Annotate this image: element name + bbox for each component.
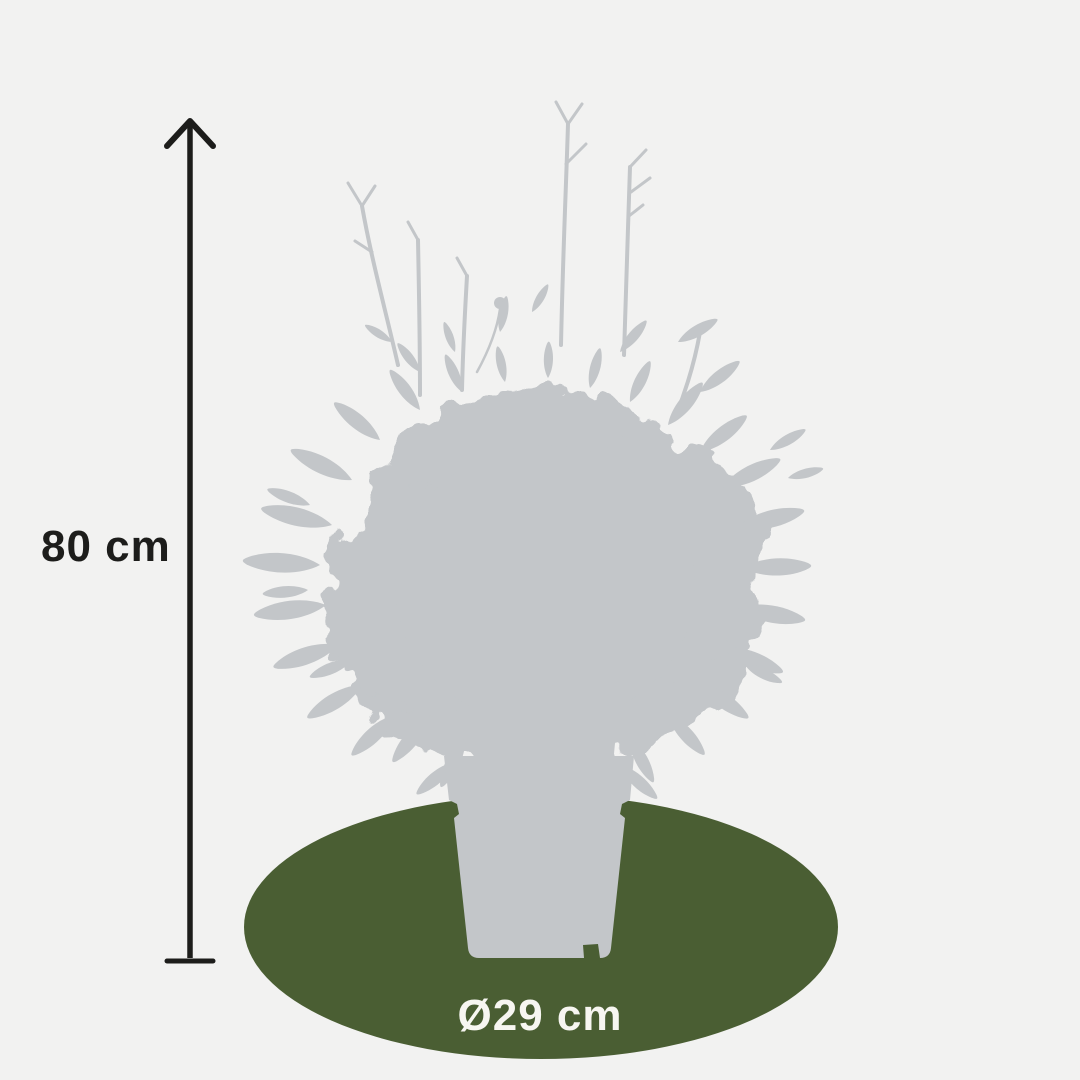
- leaf-silhouette: [252, 595, 328, 625]
- leaf-silhouette: [585, 347, 605, 390]
- diameter-label: Ø29 cm: [457, 991, 623, 1040]
- nursery-pot: [444, 756, 634, 958]
- leaf-silhouette: [493, 345, 510, 383]
- leaf-silhouette: [287, 442, 356, 488]
- height-label: 80 cm: [41, 522, 171, 571]
- leaf-silhouette: [262, 584, 309, 600]
- leaf-silhouette: [543, 341, 554, 379]
- bamboo-stalks: [346, 100, 702, 417]
- stalk: [360, 122, 702, 417]
- stalk-twigs: [346, 100, 652, 278]
- leaf-silhouette: [346, 709, 400, 761]
- foliage-to-pot: [470, 690, 620, 775]
- arrow-head-icon: [164, 118, 216, 149]
- leaf-silhouette: [440, 320, 459, 354]
- plant-silhouette: [242, 100, 825, 958]
- leaf-silhouette: [767, 425, 809, 455]
- leaf-silhouette: [695, 409, 752, 458]
- foliage-core: [395, 445, 695, 725]
- leaf-silhouette: [696, 356, 744, 398]
- leaf-silhouette: [786, 464, 825, 483]
- leaf-silhouette: [528, 282, 552, 315]
- height-measure-arrow: [164, 118, 216, 964]
- leaf-silhouette: [616, 317, 651, 356]
- leaf-silhouette: [624, 358, 656, 405]
- leaf-silhouette: [242, 551, 321, 575]
- leaf-silhouette: [329, 396, 385, 446]
